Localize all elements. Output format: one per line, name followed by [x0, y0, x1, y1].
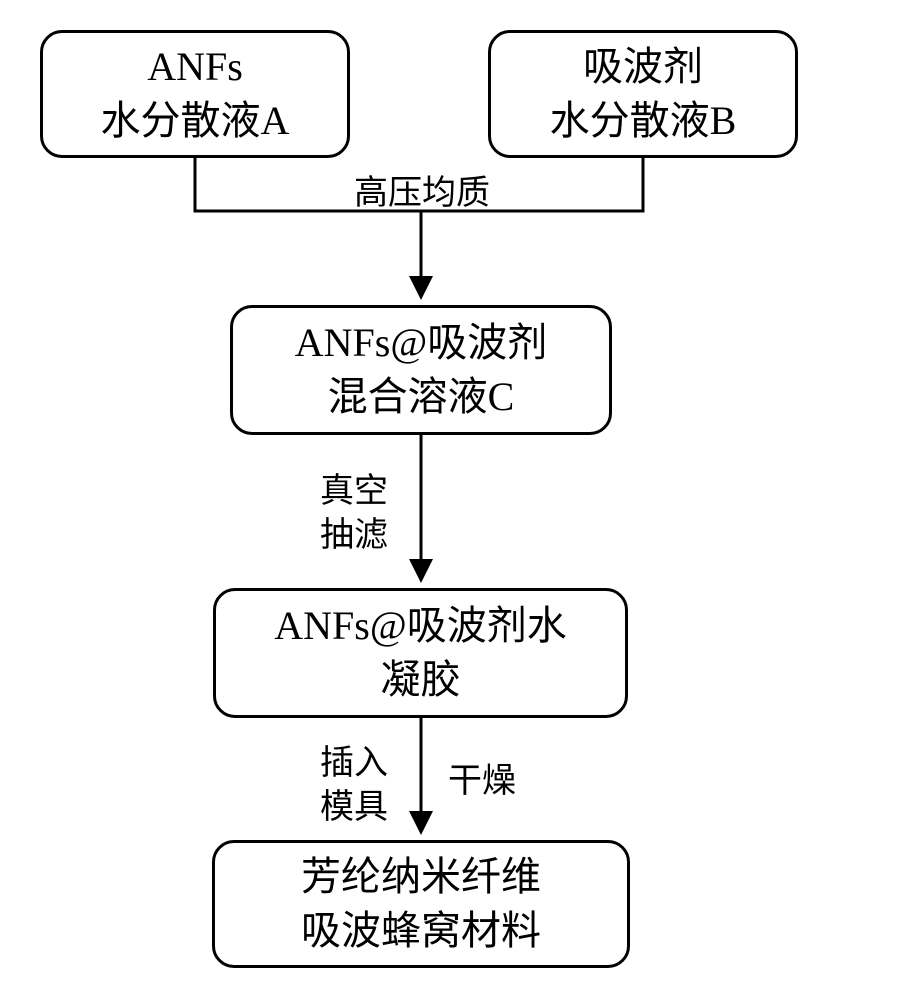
edge-label-mold: 插入 模具 [320, 742, 388, 830]
edge-label-merge: 高压均质 [354, 172, 490, 216]
node-e-line2: 吸波蜂窝材料 [301, 904, 541, 958]
node-e-line1: 芳纶纳米纤维 [301, 850, 541, 904]
edge-label-mold-line1: 插入 [320, 742, 388, 786]
edge-label-dry: 干燥 [448, 760, 516, 804]
node-d-line2: 凝胶 [381, 653, 461, 707]
node-a-line2: 水分散液A [101, 94, 290, 148]
edge-label-mold-line2: 模具 [320, 786, 388, 830]
node-c-line2: 混合溶液C [328, 370, 515, 424]
edge-label-dry-text: 干燥 [448, 763, 516, 800]
edge-label-vacuum: 真空 抽滤 [320, 470, 388, 558]
node-b: 吸波剂 水分散液B [488, 30, 798, 158]
node-b-line2: 水分散液B [550, 94, 737, 148]
node-d-line1: ANFs@吸波剂水 [274, 599, 566, 653]
node-a-line1: ANFs [147, 40, 243, 94]
node-b-line1: 吸波剂 [583, 40, 703, 94]
edge-label-merge-text: 高压均质 [354, 175, 490, 212]
edge-label-vacuum-line2: 抽滤 [320, 514, 388, 558]
node-d: ANFs@吸波剂水 凝胶 [213, 588, 628, 718]
node-a: ANFs 水分散液A [40, 30, 350, 158]
node-c: ANFs@吸波剂 混合溶液C [230, 305, 612, 435]
edge-label-vacuum-line1: 真空 [320, 470, 388, 514]
node-e: 芳纶纳米纤维 吸波蜂窝材料 [212, 840, 630, 968]
node-c-line1: ANFs@吸波剂 [295, 316, 547, 370]
